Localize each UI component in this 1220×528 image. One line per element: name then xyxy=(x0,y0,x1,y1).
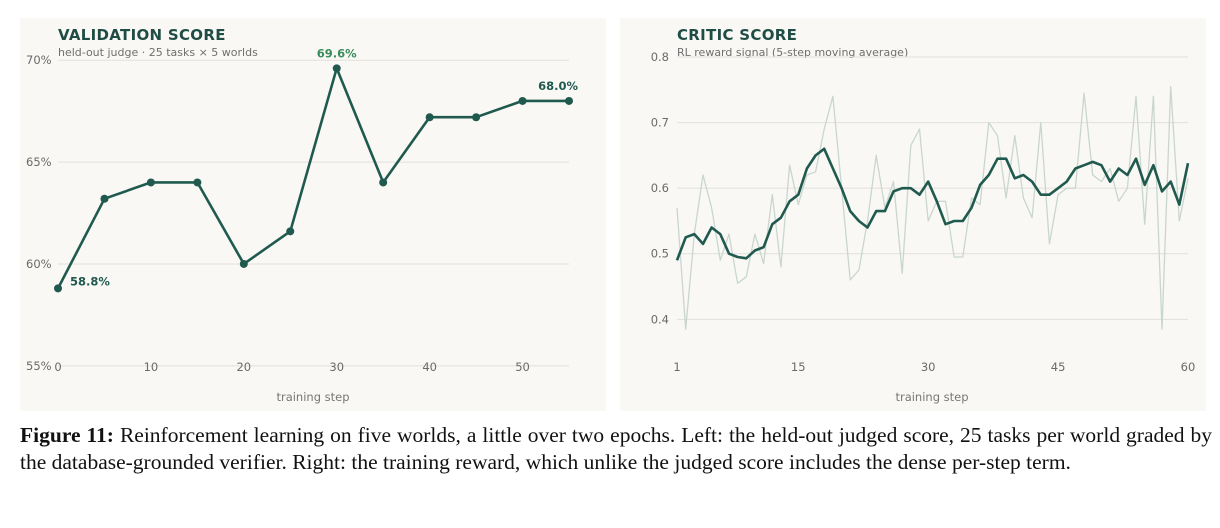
validation-data-label: 68.0% xyxy=(538,79,578,93)
validation-data-point xyxy=(286,227,295,236)
validation-x-tick-label: 0 xyxy=(54,360,61,374)
validation-data-point xyxy=(332,64,341,73)
critic-y-tick-label: 0.5 xyxy=(651,247,669,261)
critic-smoothed-series-line xyxy=(675,147,1190,261)
validation-y-tick-label: 70% xyxy=(26,53,52,67)
validation-data-point xyxy=(565,96,573,105)
critic-x-tick-label: 60 xyxy=(1181,360,1196,374)
validation-panel xyxy=(20,18,606,411)
critic-y-tick-label: 0.4 xyxy=(651,312,669,326)
validation-data-label: 69.6% xyxy=(317,46,357,60)
validation-x-axis-label: training step xyxy=(276,390,349,404)
validation-x-tick-label: 30 xyxy=(329,360,344,374)
caption-label: Figure 11: xyxy=(20,423,114,447)
figure-caption: Figure 11: Reinforcement learning on fiv… xyxy=(20,422,1212,476)
validation-y-tick-label: 60% xyxy=(26,257,52,271)
charts-svg: VALIDATION SCORE held-out judge · 25 tas… xyxy=(26,26,1196,404)
validation-data-point xyxy=(100,194,109,203)
validation-series-line xyxy=(56,67,569,289)
validation-data-point xyxy=(472,113,481,122)
validation-x-tick-label: 50 xyxy=(515,360,530,374)
validation-x-tick-label: 40 xyxy=(422,360,437,374)
validation-title: VALIDATION SCORE xyxy=(58,26,226,44)
critic-x-axis-label: training step xyxy=(895,390,968,404)
validation-x-tick-label: 20 xyxy=(236,360,251,374)
critic-title: CRITIC SCORE xyxy=(677,26,797,44)
validation-data-point xyxy=(518,96,527,105)
validation-data-point xyxy=(54,284,62,293)
critic-raw-series-line xyxy=(676,85,1189,330)
critic-x-tick-label: 15 xyxy=(791,360,806,374)
validation-data-point xyxy=(239,259,248,268)
caption-text: Reinforcement learning on five worlds, a… xyxy=(20,423,1213,474)
critic-chart: CRITIC SCORE RL reward signal (5-step mo… xyxy=(651,26,1196,404)
validation-chart: VALIDATION SCORE held-out judge · 25 tas… xyxy=(26,26,578,404)
validation-data-point xyxy=(425,113,434,122)
validation-x-tick-label: 10 xyxy=(144,360,159,374)
critic-subtitle: RL reward signal (5-step moving average) xyxy=(677,46,908,59)
validation-data-point xyxy=(193,178,202,187)
validation-subtitle: held-out judge · 25 tasks × 5 worlds xyxy=(58,46,258,59)
critic-x-tick-label: 1 xyxy=(673,360,680,374)
critic-y-tick-label: 0.8 xyxy=(651,50,669,64)
critic-y-tick-label: 0.7 xyxy=(651,116,669,130)
critic-x-tick-label: 45 xyxy=(1051,360,1066,374)
validation-data-point xyxy=(146,178,155,187)
critic-y-tick-label: 0.6 xyxy=(651,181,669,195)
validation-y-tick-label: 65% xyxy=(26,155,52,169)
critic-panel xyxy=(620,18,1206,411)
critic-x-tick-label: 30 xyxy=(921,360,936,374)
validation-y-tick-label: 55% xyxy=(26,359,52,373)
validation-data-label: 58.8% xyxy=(70,274,110,288)
validation-data-point xyxy=(379,178,388,187)
